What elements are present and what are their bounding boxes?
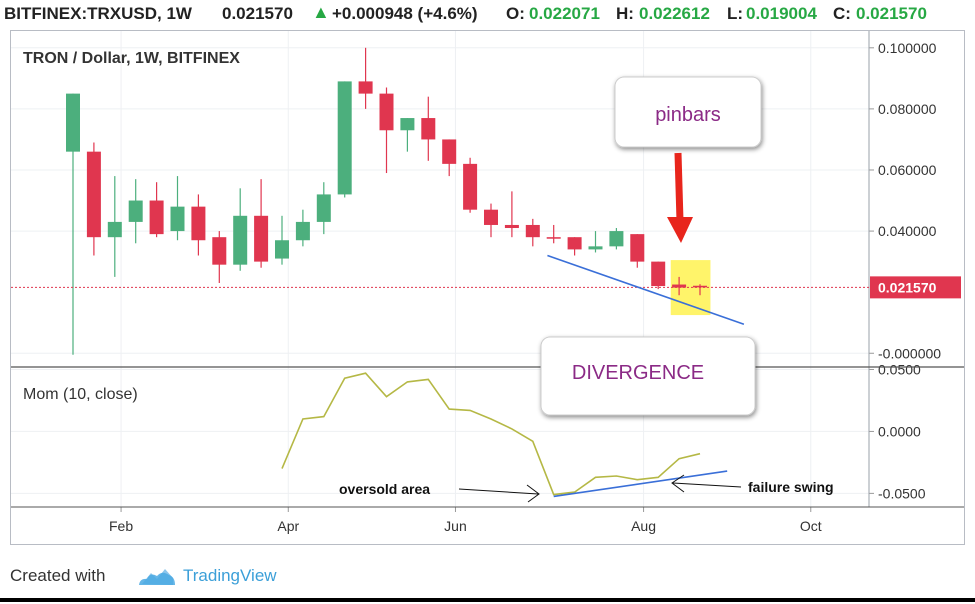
momentum-line <box>281 372 701 496</box>
candle-body <box>693 285 707 288</box>
candle-body <box>316 194 331 222</box>
tradingview-brand[interactable]: TradingView <box>183 566 277 585</box>
price-pane-title: TRON / Dollar, 1W, BITFINEX <box>23 50 240 67</box>
low-value: 0.019004 <box>746 4 817 23</box>
low-label: L: <box>727 4 744 23</box>
time-tick-label: Aug <box>631 518 656 534</box>
time-tick-label: Feb <box>109 518 133 534</box>
price-tick-label: 0.060000 <box>878 162 937 178</box>
divergence-callout <box>540 336 756 416</box>
time-tick-label: Jun <box>444 518 467 534</box>
red-arrow-icon <box>674 152 684 222</box>
price-change: +0.000948 (+4.6%) <box>332 4 478 23</box>
last-price: 0.021570 <box>222 4 293 23</box>
symbol-title: BITFINEX:TRXUSD, 1W <box>4 4 192 23</box>
momentum-plot <box>281 372 728 498</box>
oversold-area-label: oversold area <box>339 481 430 497</box>
high-label: H: <box>616 4 634 23</box>
candle-body <box>630 234 645 262</box>
candle-body <box>672 284 687 288</box>
candle-body <box>651 261 666 287</box>
mom-tick-label: 0.0000 <box>878 423 921 439</box>
last-price-tag <box>870 276 961 299</box>
failure-swing-arrow-icon <box>672 482 742 488</box>
open-label: O: <box>506 4 525 23</box>
footer: Created with TradingView <box>0 552 975 604</box>
red-arrowhead-icon <box>667 217 693 243</box>
candle-body <box>379 93 394 131</box>
candle-body <box>254 215 269 262</box>
divergence-callout-text: DIVERGENCE <box>572 362 704 384</box>
candle-body <box>337 81 352 195</box>
candle-body <box>442 139 457 164</box>
candle-body <box>358 81 373 94</box>
price-tick-label: -0.000000 <box>878 345 941 361</box>
candle-body <box>275 240 289 259</box>
candle-body <box>295 221 310 241</box>
pinbars-callout-text: pinbars <box>655 104 721 126</box>
momentum-trendline <box>553 470 728 498</box>
failure-swing-arrowhead-icon <box>671 474 685 493</box>
high-value: 0.022612 <box>639 4 710 23</box>
candle-body <box>233 215 248 265</box>
symbol-header: BITFINEX:TRXUSD, 1W 0.021570 ▲ +0.000948… <box>0 0 975 28</box>
chart-canvas[interactable]: 0.100000 0.080000 0.060000 0.040000 -0.00000… <box>11 31 964 544</box>
pinbars-callout <box>614 76 762 148</box>
momentum-pane-title: Mom (10, close) <box>23 386 138 403</box>
price-tick-label: 0.080000 <box>878 101 937 117</box>
failure-swing-label: failure swing <box>748 479 834 495</box>
price-plot <box>11 47 869 355</box>
candle-body <box>128 200 143 222</box>
open-value: 0.022071 <box>529 4 600 23</box>
close-value: 0.021570 <box>856 4 927 23</box>
candle-body <box>149 200 164 235</box>
oversold-arrowhead-icon <box>526 484 540 503</box>
candle-body <box>609 231 624 247</box>
time-tick-label: Apr <box>277 518 299 534</box>
chart-frame[interactable]: 0.100000 0.080000 0.060000 0.040000 -0.00000… <box>10 30 965 545</box>
candle-body <box>463 163 478 210</box>
candle-body <box>567 237 582 250</box>
candle-body <box>212 237 227 265</box>
time-tick-label: Oct <box>800 518 822 534</box>
candle-body <box>170 206 185 232</box>
bottom-rule <box>0 598 975 602</box>
candle-body <box>504 224 519 229</box>
candle-body <box>86 151 101 238</box>
last-price-label: 0.021570 <box>878 279 937 295</box>
candle-body <box>588 246 603 250</box>
created-with-text: Created with <box>10 566 106 585</box>
price-tick-label: 0.100000 <box>878 40 937 56</box>
candle-body <box>525 224 540 238</box>
candle-body <box>484 209 498 225</box>
candle-body <box>421 118 436 140</box>
price-tick-label: 0.040000 <box>878 223 937 239</box>
close-label: C: <box>833 4 851 23</box>
mom-tick-label: 0.0500 <box>878 361 921 377</box>
price-trendline <box>547 254 745 325</box>
tradingview-cloud-icon[interactable] <box>138 564 176 590</box>
candle-body <box>107 221 122 238</box>
triangle-up-icon: ▲ <box>312 2 330 22</box>
mom-tick-label: -0.0500 <box>878 485 926 501</box>
oversold-arrow-icon <box>458 488 539 495</box>
candle-body <box>400 118 415 131</box>
candle-body <box>66 93 80 152</box>
candle-body <box>546 237 561 239</box>
candle-body <box>191 206 206 241</box>
